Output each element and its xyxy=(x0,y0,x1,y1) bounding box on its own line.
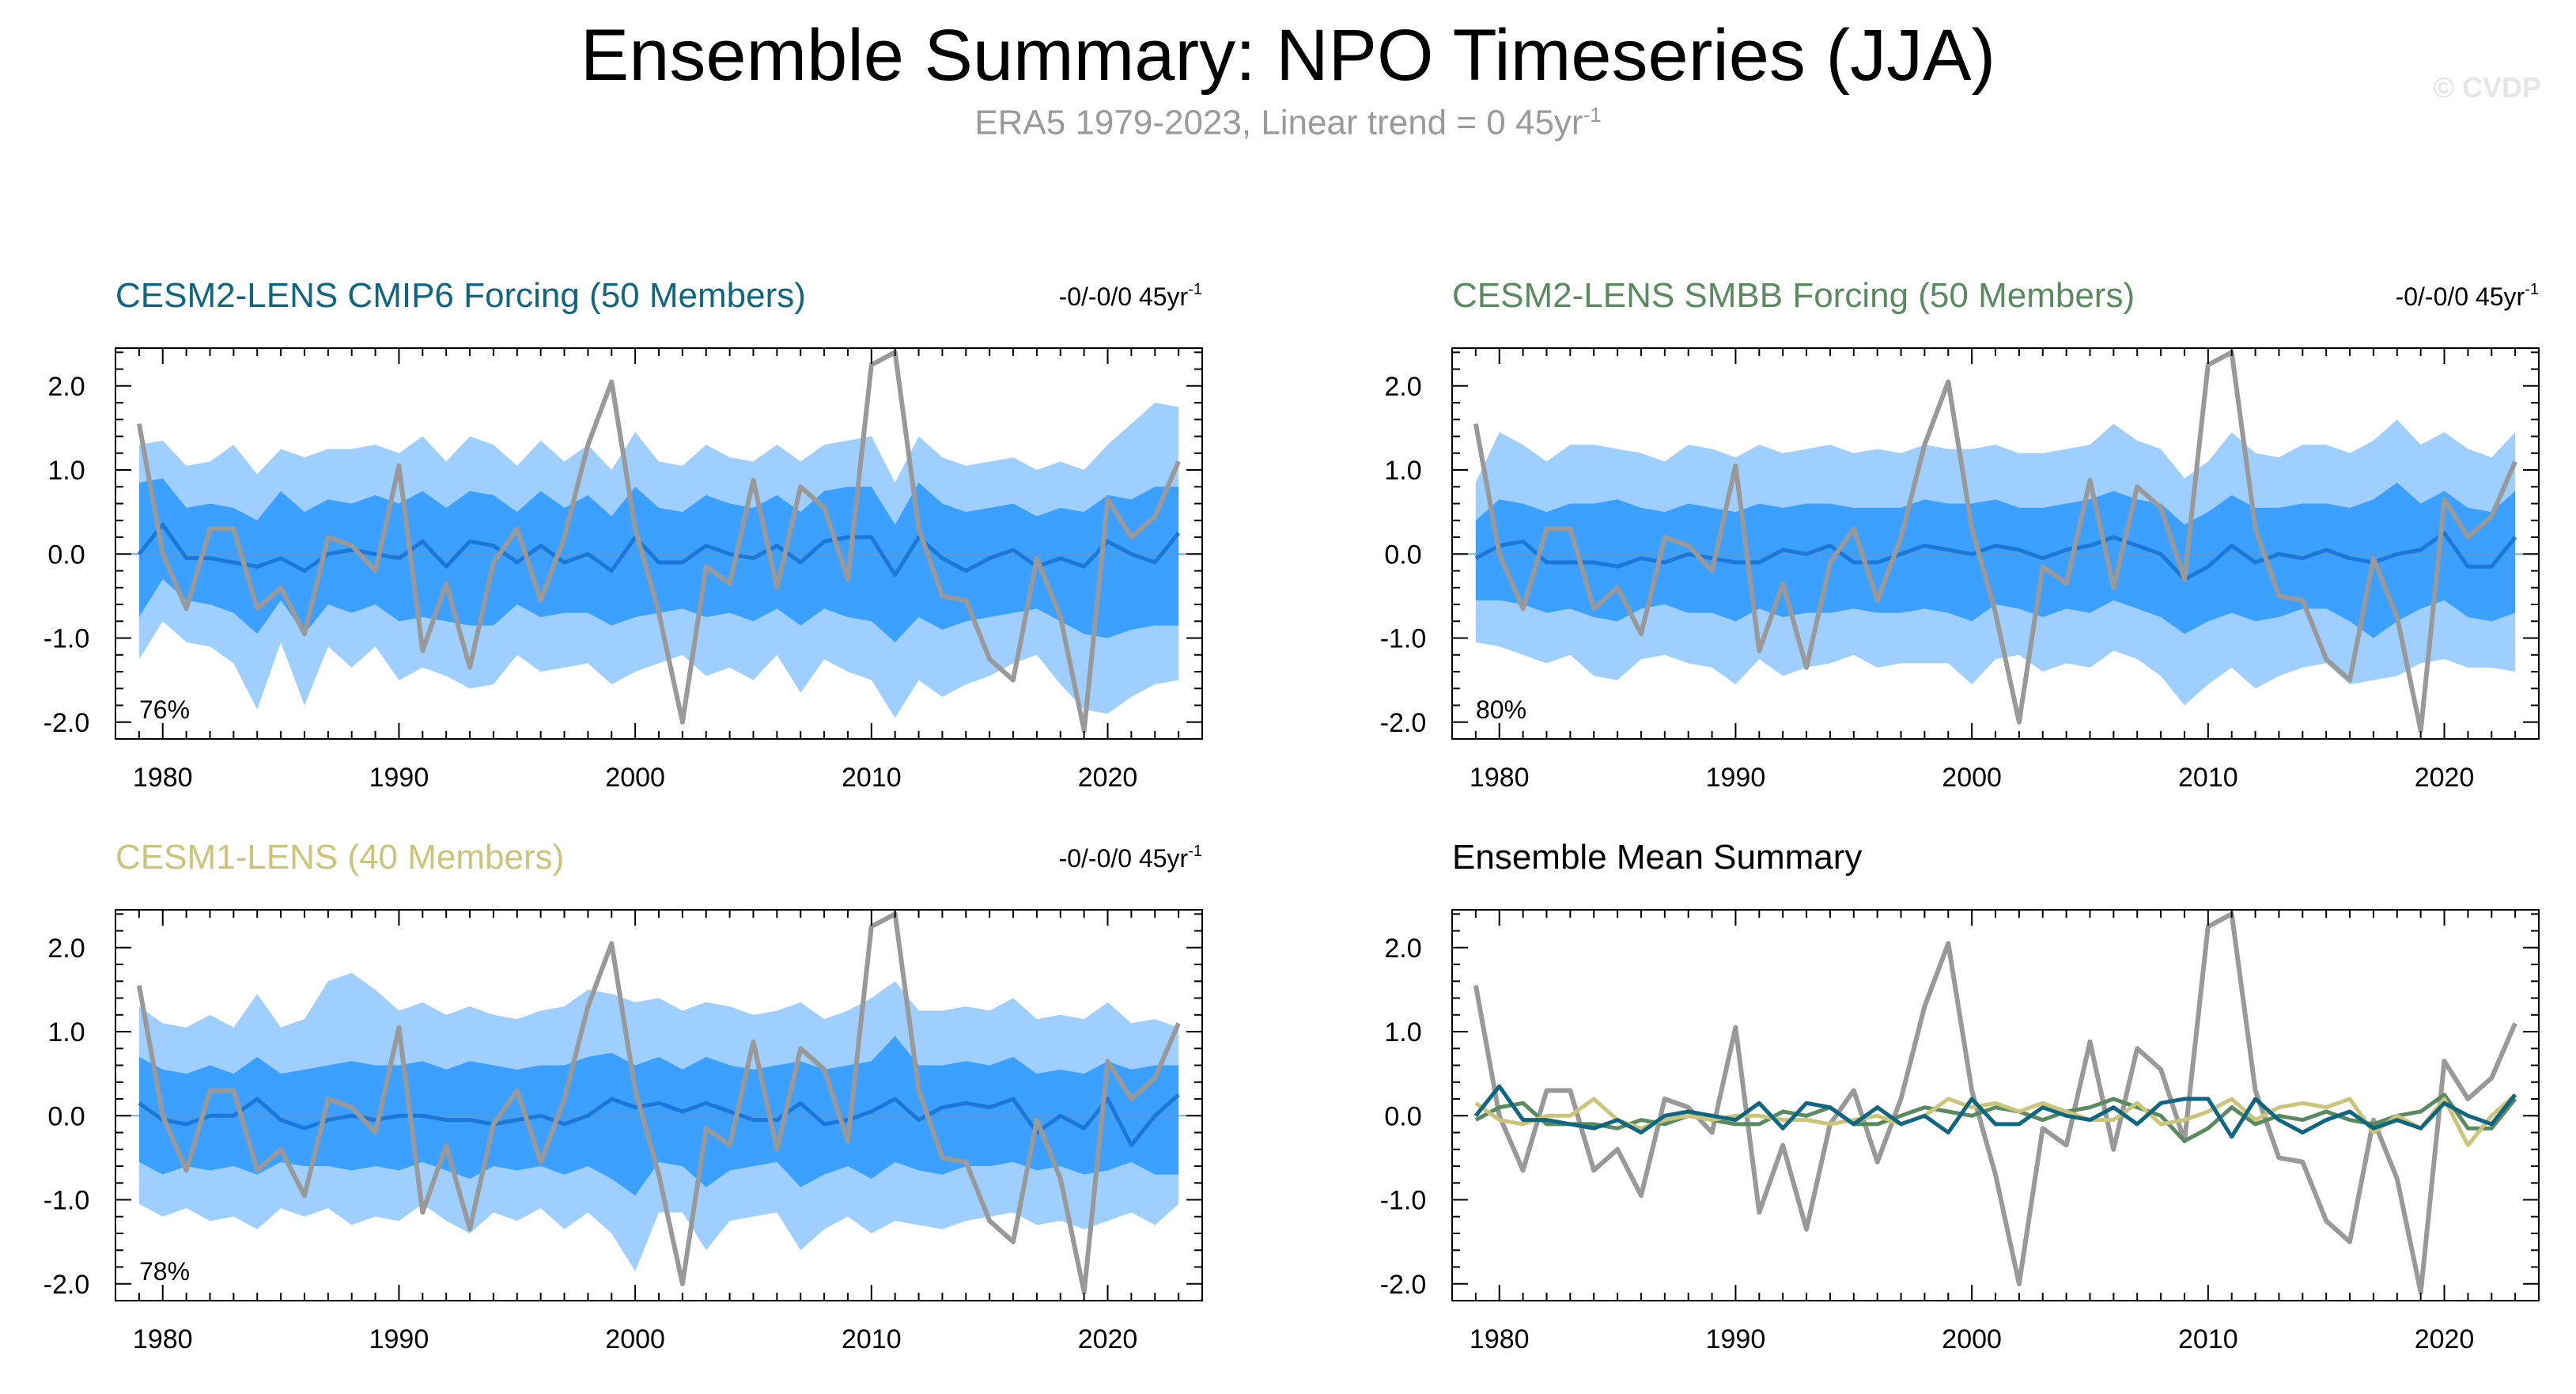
observed-line xyxy=(136,911,1181,1295)
x-tick-label: 2020 xyxy=(1078,763,1138,793)
ensemble-mean-line xyxy=(137,522,1181,578)
x-tick-label: 2010 xyxy=(842,763,902,793)
subtitle: ERA5 1979-2023, Linear trend = 0 45yr-1 xyxy=(0,103,2576,143)
x-tick-label: 1990 xyxy=(1706,1324,1766,1354)
x-tick-label: 1990 xyxy=(1706,763,1766,793)
panel-title: CESM1-LENS (40 Members) xyxy=(115,838,564,877)
y-tick-label: 1.0 xyxy=(47,456,85,486)
y-tick-label: -1.0 xyxy=(1380,1186,1427,1216)
subtitle-sup: -1 xyxy=(1583,103,1602,127)
y-tick-label: -2.0 xyxy=(44,708,90,738)
y-tick-label: -2.0 xyxy=(44,1270,90,1300)
y-tick-label: 2.0 xyxy=(1384,372,1421,402)
x-tick-label: 1980 xyxy=(1470,1324,1530,1354)
plot-area xyxy=(1452,350,2539,733)
x-tick-label: 2000 xyxy=(1942,763,2002,793)
x-tick-label: 1990 xyxy=(369,1324,429,1354)
panel-title: CESM2-LENS CMIP6 Forcing (50 Members) xyxy=(115,276,806,315)
observed-line xyxy=(136,350,1181,733)
panel-4: Ensemble Mean Summary 1980 1990 2000 2010 202… xyxy=(1380,838,2540,1354)
ensemble-mean-line xyxy=(1474,531,2517,581)
trend-label: -0/-0/0 45yr-1 xyxy=(2396,281,2539,311)
plot-frame xyxy=(1451,909,2540,1301)
trend-label: -0/-0/0 45yr-1 xyxy=(1059,843,1202,873)
x-tick-label: 2020 xyxy=(2415,1324,2475,1354)
y-tick-label: -1.0 xyxy=(1380,624,1427,654)
y-tick-label: -2.0 xyxy=(1380,1270,1427,1300)
subtitle-text: ERA5 1979-2023, Linear trend = 0 45yr xyxy=(974,103,1583,142)
y-tick-label: 0.0 xyxy=(47,1101,85,1131)
y-tick-label: 0.0 xyxy=(47,540,85,570)
x-tick-label: 2000 xyxy=(605,763,665,793)
watermark: © CVDP xyxy=(2433,71,2541,104)
x-tick-label: 1980 xyxy=(133,763,193,793)
main-title: Ensemble Summary: NPO Timeseries (JJA) xyxy=(580,15,1996,96)
cesm2-cmip6-mean-line xyxy=(1473,1084,2517,1139)
x-tick-label: 2000 xyxy=(605,1324,665,1354)
y-tick-label: 1.0 xyxy=(47,1017,85,1047)
x-tick-label: 2020 xyxy=(1078,1324,1138,1354)
plot-area xyxy=(115,911,1202,1295)
percent-label: 78% xyxy=(139,1257,190,1286)
cesm2-smbb-mean-line xyxy=(1474,1093,2517,1143)
x-tick-label: 1980 xyxy=(133,1324,193,1354)
percent-label: 80% xyxy=(1476,695,1526,724)
x-tick-label: 2010 xyxy=(842,1324,902,1354)
x-tick-label: 2010 xyxy=(2178,763,2238,793)
panel-2: CESM2-LENS SMBB Forcing (50 Members) -0/-… xyxy=(1380,276,2540,793)
y-tick-label: -1.0 xyxy=(44,624,90,654)
x-tick-label: 2020 xyxy=(2415,763,2475,793)
plot-area xyxy=(115,350,1202,733)
y-tick-label: 2.0 xyxy=(47,372,85,402)
observed-line xyxy=(1473,911,2517,1295)
trend-label: -0/-0/0 45yr-1 xyxy=(1059,281,1202,311)
x-tick-label: 1980 xyxy=(1470,763,1530,793)
y-tick-label: 1.0 xyxy=(1384,456,1421,486)
ensemble-mean-line xyxy=(138,1093,1180,1147)
x-tick-label: 1990 xyxy=(369,763,429,793)
y-tick-label: -2.0 xyxy=(1380,708,1427,738)
observed-line xyxy=(1473,350,2517,733)
y-tick-label: 0.0 xyxy=(1384,540,1421,570)
x-tick-label: 2010 xyxy=(2178,1324,2238,1354)
y-tick-label: 1.0 xyxy=(1384,1017,1421,1047)
percent-label: 76% xyxy=(139,695,190,724)
y-tick-label: -1.0 xyxy=(44,1186,90,1216)
y-tick-label: 2.0 xyxy=(47,934,85,964)
plot-area xyxy=(1473,911,2517,1295)
panel-title: CESM2-LENS SMBB Forcing (50 Members) xyxy=(1452,276,2135,315)
panel-3: CESM1-LENS (40 Members) -0/-0/0 45yr-1 78%… xyxy=(44,838,1203,1354)
panel-1: CESM2-LENS CMIP6 Forcing (50 Members) -0/… xyxy=(44,276,1203,793)
y-tick-label: 0.0 xyxy=(1384,1101,1421,1131)
x-tick-label: 2000 xyxy=(1942,1324,2002,1354)
y-tick-label: 2.0 xyxy=(1384,934,1421,964)
panel-title: Ensemble Mean Summary xyxy=(1452,838,1862,877)
